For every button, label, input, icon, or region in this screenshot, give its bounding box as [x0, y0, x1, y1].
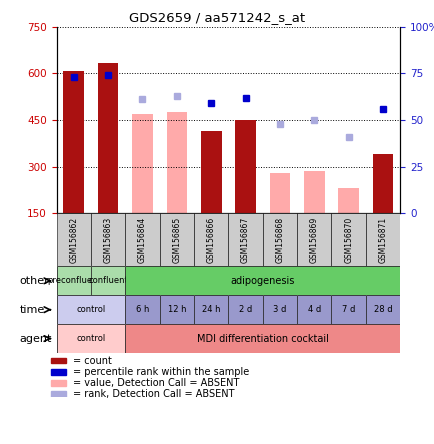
Text: GSM156867: GSM156867 [240, 217, 250, 263]
Bar [331, 213, 365, 266]
Text: confluent: confluent [88, 276, 128, 285]
Bar [132, 114, 152, 213]
Text: 3 d: 3 d [273, 305, 286, 314]
Bar [51, 392, 66, 397]
Text: 4 d: 4 d [307, 305, 320, 314]
Bar [98, 63, 118, 213]
Bar [51, 380, 66, 385]
Bar [194, 213, 228, 266]
Text: GSM156864: GSM156864 [138, 217, 147, 263]
Text: GSM156870: GSM156870 [343, 217, 352, 263]
Bar [166, 112, 187, 213]
Bar [269, 173, 289, 213]
Text: = value, Detection Call = ABSENT: = value, Detection Call = ABSENT [73, 378, 239, 388]
Text: 6 h: 6 h [135, 305, 149, 314]
Text: GSM156865: GSM156865 [172, 217, 181, 263]
Text: preconfluent: preconfluent [47, 276, 100, 285]
Bar [51, 358, 66, 363]
Bar [338, 188, 358, 213]
Bar [303, 171, 324, 213]
Text: GSM156862: GSM156862 [69, 217, 78, 263]
Text: 2 d: 2 d [238, 305, 252, 314]
Text: GSM156863: GSM156863 [103, 217, 112, 263]
Text: GSM156869: GSM156869 [309, 217, 318, 263]
Text: GSM156871: GSM156871 [378, 217, 387, 263]
Text: 7 d: 7 d [341, 305, 355, 314]
Bar [372, 154, 392, 213]
Text: adipogenesis: adipogenesis [230, 276, 294, 286]
Text: time: time [20, 305, 45, 315]
Text: other: other [20, 276, 49, 286]
Bar [56, 213, 91, 266]
Bar [91, 213, 125, 266]
Bar [63, 71, 84, 213]
Bar [365, 213, 399, 266]
Bar [125, 213, 159, 266]
Text: control: control [76, 305, 105, 314]
Text: 12 h: 12 h [167, 305, 186, 314]
Text: = percentile rank within the sample: = percentile rank within the sample [73, 367, 249, 377]
Text: 24 h: 24 h [201, 305, 220, 314]
Text: GDS2659 / aa571242_s_at: GDS2659 / aa571242_s_at [129, 11, 305, 24]
Bar [159, 213, 194, 266]
Text: = rank, Detection Call = ABSENT: = rank, Detection Call = ABSENT [73, 389, 234, 399]
Bar [201, 131, 221, 213]
Bar [296, 213, 331, 266]
Bar [262, 213, 296, 266]
Bar [51, 369, 66, 375]
Bar [235, 120, 255, 213]
Bar [228, 213, 262, 266]
Text: GSM156866: GSM156866 [206, 217, 215, 263]
Text: = count: = count [73, 356, 112, 366]
Text: agent: agent [20, 333, 52, 344]
Text: MDI differentiation cocktail: MDI differentiation cocktail [196, 333, 328, 344]
Text: control: control [76, 334, 105, 343]
Text: GSM156868: GSM156868 [275, 217, 284, 263]
Text: 28 d: 28 d [373, 305, 391, 314]
